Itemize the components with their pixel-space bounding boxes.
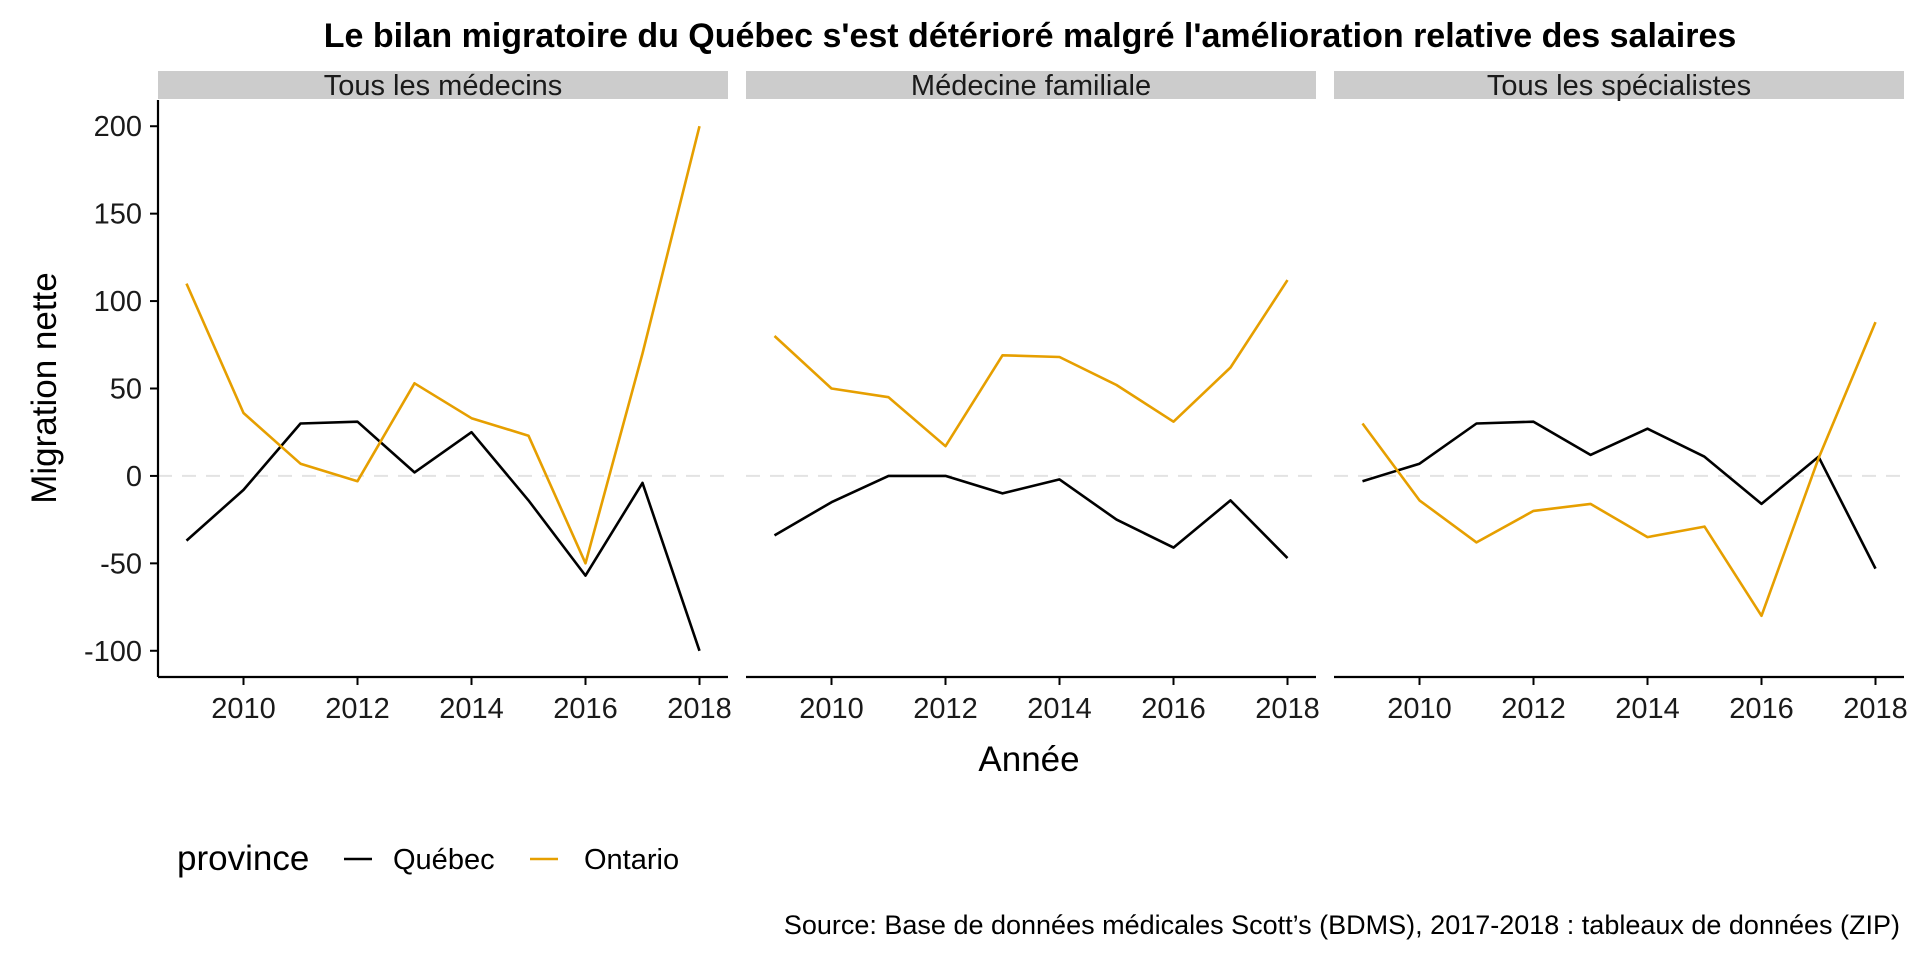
x-tick-label: 2012 xyxy=(913,693,978,725)
y-axis-tick-labels: -100 -50 0 50 100 150 200 xyxy=(84,111,142,668)
x-axis-title: Année xyxy=(978,740,1079,779)
legend-label-ontario: Ontario xyxy=(584,844,679,876)
facet-panel: Tous les spécialistes 2010 2012 2014 2016 201… xyxy=(1334,70,1908,725)
x-tick-label: 2018 xyxy=(1255,693,1320,725)
y-tick-label: -50 xyxy=(100,548,142,580)
x-tick-label: 2016 xyxy=(1141,693,1206,725)
x-tick-label: 2012 xyxy=(1501,693,1566,725)
x-tick-label: 2010 xyxy=(211,693,276,725)
source-caption: Source: Base de données médicales Scott’… xyxy=(784,910,1900,940)
y-tick-label: -100 xyxy=(84,636,142,668)
legend: province Québec Ontario xyxy=(177,839,679,878)
legend-title: province xyxy=(177,839,309,878)
series-line-quebec xyxy=(185,420,701,652)
facet-strip-label: Médecine familiale xyxy=(911,70,1151,102)
x-tick-label: 2014 xyxy=(1615,693,1680,725)
y-tick-label: 150 xyxy=(94,199,142,231)
legend-label-quebec: Québec xyxy=(393,844,495,876)
x-tick-label: 2012 xyxy=(325,693,390,725)
facet-strip-label: Tous les spécialistes xyxy=(1487,70,1751,102)
series-line-ontario xyxy=(773,279,1289,448)
x-tick-label: 2018 xyxy=(667,693,732,725)
series-line-ontario xyxy=(185,125,701,565)
x-tick-label: 2014 xyxy=(439,693,504,725)
x-tick-label: 2018 xyxy=(1843,693,1908,725)
y-tick-label: 200 xyxy=(94,111,142,143)
facet-strip xyxy=(158,71,728,99)
y-tick-label: 0 xyxy=(126,461,142,493)
facet-panel: Médecine familiale 2010 2012 2014 2016 2018 xyxy=(746,70,1320,725)
series-line-quebec xyxy=(1362,420,1877,570)
series-line-quebec xyxy=(773,474,1289,560)
facet-strip-label: Tous les médecins xyxy=(324,70,563,102)
x-tick-label: 2010 xyxy=(799,693,864,725)
x-tick-label: 2016 xyxy=(553,693,618,725)
facet-strip xyxy=(1334,71,1904,99)
y-tick-label: 50 xyxy=(110,374,142,406)
chart-title: Le bilan migratoire du Québec s'est dété… xyxy=(324,17,1737,55)
x-tick-label: 2010 xyxy=(1387,693,1452,725)
y-axis-title: Migration nette xyxy=(25,272,64,504)
y-tick-label: 100 xyxy=(94,286,142,318)
x-tick-label: 2016 xyxy=(1729,693,1794,725)
series-line-ontario xyxy=(1361,321,1877,618)
x-tick-label: 2014 xyxy=(1027,693,1092,725)
facet-strip xyxy=(746,71,1316,99)
facet-panel: Tous les médecins 2010 2012 2014 2016 2018 xyxy=(150,70,732,725)
